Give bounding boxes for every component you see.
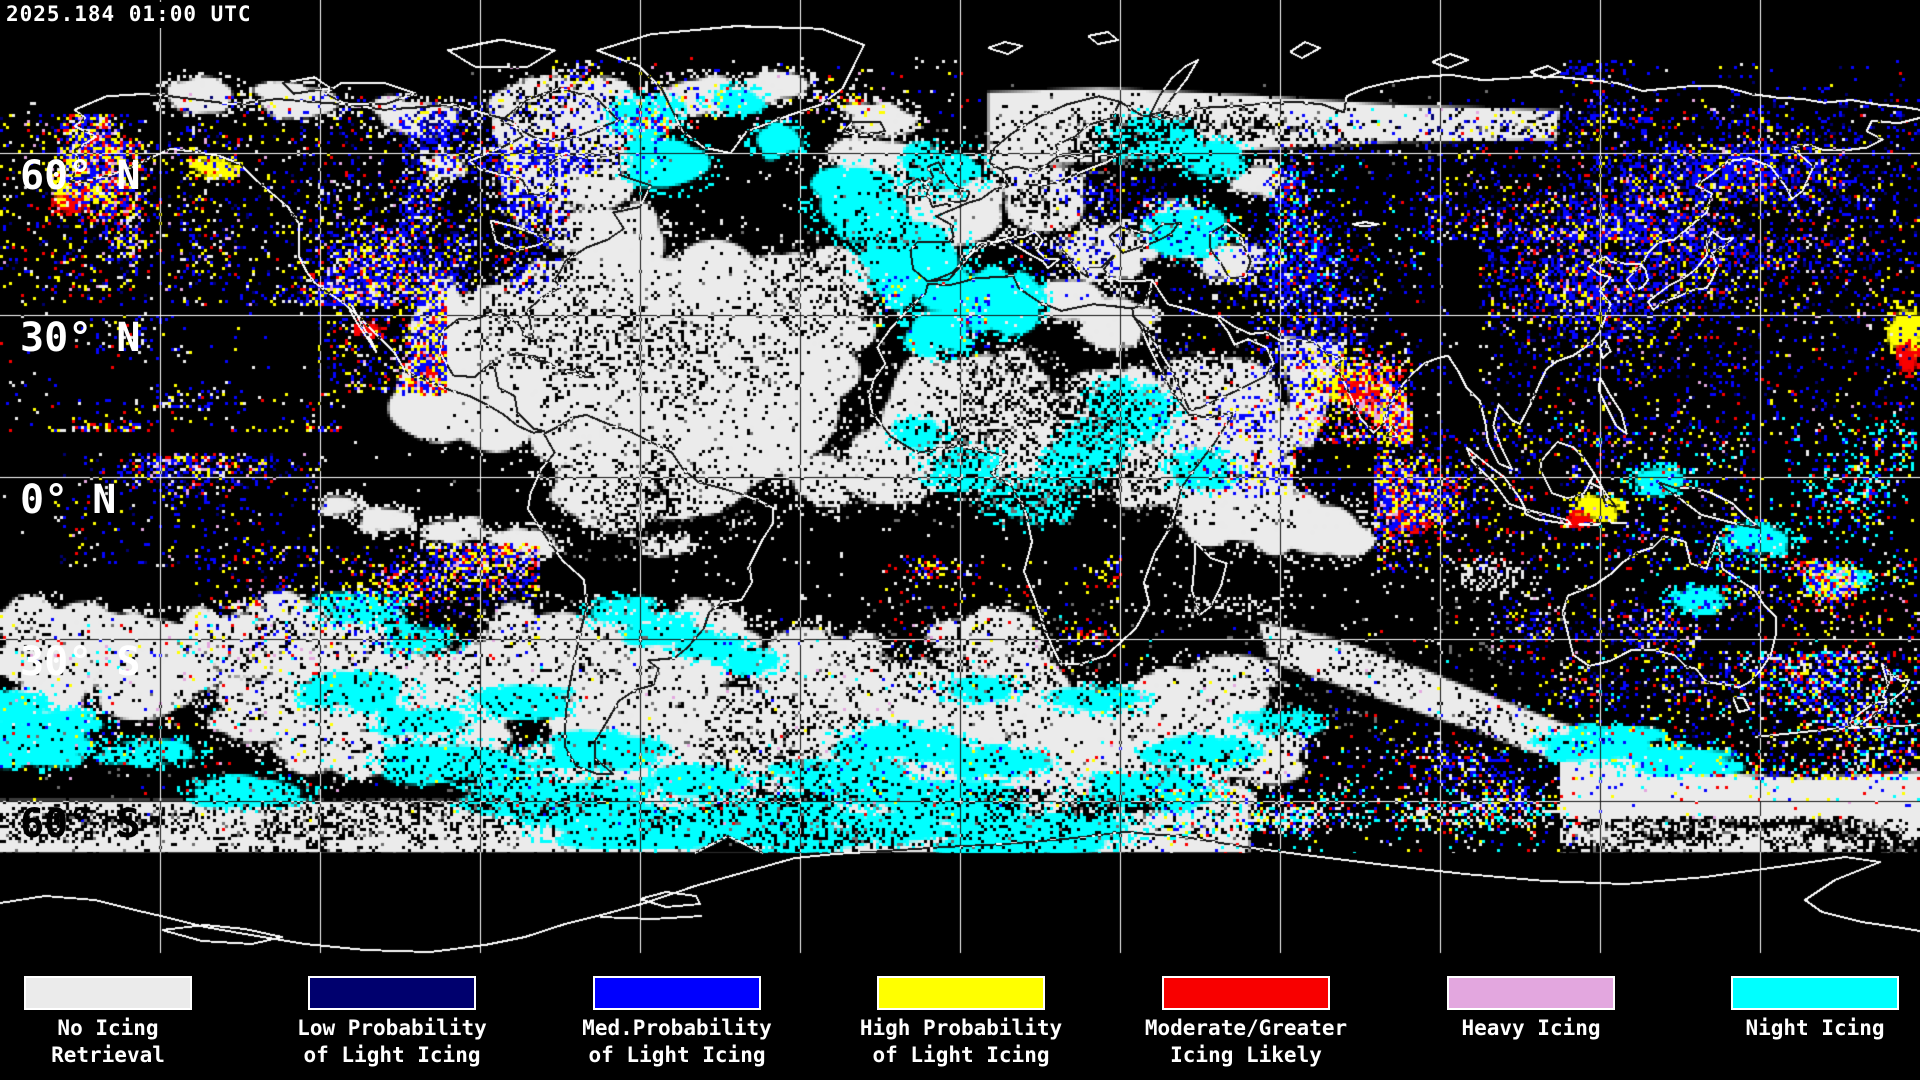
legend-swatch-high-probability-of-light-icing xyxy=(877,976,1045,1010)
latitude-label-30n: 30° N xyxy=(20,315,141,361)
legend-item-heavy-icing: Heavy Icing xyxy=(1394,976,1668,1042)
legend-label-night-icing: Night Icing xyxy=(1745,1016,1885,1040)
satellite-icing-map xyxy=(0,0,1920,955)
legend-item-med-probability-of-light-icing: Med.Probability of Light Icing xyxy=(540,976,814,1069)
legend-swatch-med-probability-of-light-icing xyxy=(593,976,761,1010)
legend-item-moderate-greater-icing-likely: Moderate/Greater Icing Likely xyxy=(1109,976,1383,1069)
legend-item-night-icing: Night Icing xyxy=(1678,976,1920,1042)
latitude-label-60s: 60° S xyxy=(20,801,141,847)
legend-label-moderate-greater-icing-likely: Moderate/Greater Icing Likely xyxy=(1144,1016,1348,1067)
legend-label-med-probability-of-light-icing: Med.Probability of Light Icing xyxy=(582,1016,772,1067)
latitude-label-0n: 0° N xyxy=(20,477,117,523)
latitude-label-30s: 30° S xyxy=(20,639,141,685)
legend-label-low-probability-of-light-icing: Low Probability of Light Icing xyxy=(297,1016,487,1067)
legend-swatch-heavy-icing xyxy=(1447,976,1615,1010)
legend-label-heavy-icing: Heavy Icing xyxy=(1461,1016,1601,1040)
legend-item-no-icing-retrieval: No Icing Retrieval xyxy=(0,976,245,1069)
latitude-label-60n: 60° N xyxy=(20,153,141,199)
legend-swatch-low-probability-of-light-icing xyxy=(308,976,476,1010)
legend-label-high-probability-of-light-icing: High Probability of Light Icing xyxy=(859,1016,1063,1067)
legend-label-no-icing-retrieval: No Icing Retrieval xyxy=(51,1016,165,1067)
legend-item-high-probability-of-light-icing: High Probability of Light Icing xyxy=(824,976,1098,1069)
legend-swatch-night-icing xyxy=(1731,976,1899,1010)
legend-swatch-no-icing-retrieval xyxy=(24,976,192,1010)
legend-swatch-moderate-greater-icing-likely xyxy=(1162,976,1330,1010)
legend-item-low-probability-of-light-icing: Low Probability of Light Icing xyxy=(255,976,529,1069)
timestamp-label: 2025.184 01:00 UTC xyxy=(6,2,260,28)
